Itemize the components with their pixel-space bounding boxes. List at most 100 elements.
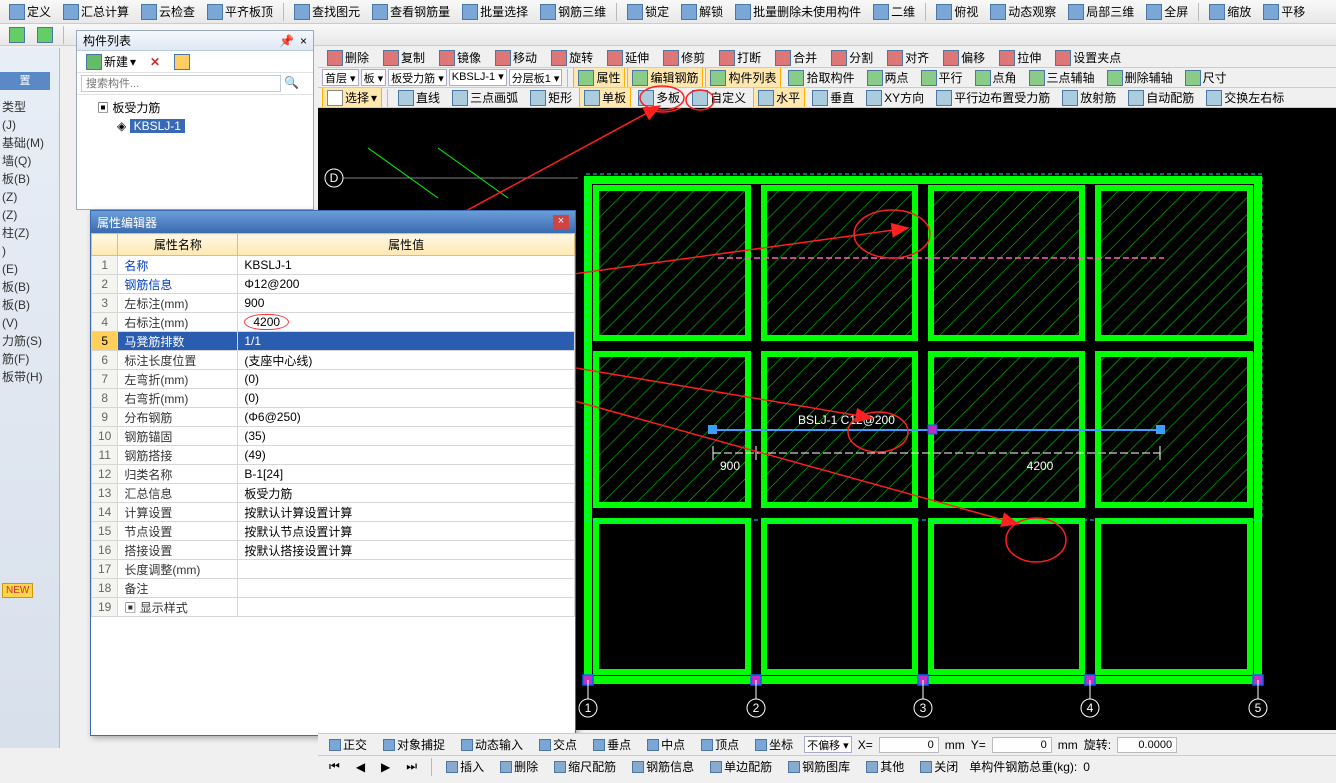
left-item-4[interactable]: 墙(Q) [2,152,57,170]
prop-row-4[interactable]: 4右标注(mm)4200 [92,313,575,332]
prop-row-7[interactable]: 7左弯折(mm)(0) [92,370,575,389]
sb1-5[interactable]: 中点 [642,734,690,755]
tb2-0[interactable]: 删除 [322,48,374,68]
tb4-5[interactable]: 自定义 [687,88,751,108]
tree-child-node[interactable]: ◈ KBSLJ-1 [83,117,307,135]
left-item-10[interactable]: 柱(Z) [2,224,57,242]
left-item-13[interactable]: (E) [2,260,57,278]
tb4-2[interactable]: 矩形 [525,88,577,108]
sel-sub[interactable]: 板受力筋 ▾ [388,69,447,86]
sb2-3[interactable]: 钢筋信息 [627,756,699,777]
rotation-box[interactable]: 0.0000 [1117,737,1177,753]
tree-new-button[interactable]: 新建 ▾ [81,51,141,72]
tb3-2[interactable]: 构件列表 [705,68,781,88]
tb3-7[interactable]: 三点辅轴 [1024,68,1100,88]
prop-row-14[interactable]: 14计算设置按默认计算设置计算 [92,503,575,522]
left-item-15[interactable]: 板(B) [2,278,57,296]
search-icon[interactable]: 🔍 [284,76,299,90]
tb2-2[interactable]: 镜像 [434,48,486,68]
tb1-6[interactable]: 批量选择 [457,1,533,22]
tb2-3[interactable]: 移动 [490,48,542,68]
left-item-1[interactable]: (J) [2,116,57,134]
tb3-1[interactable]: 编辑钢筋 [627,68,703,88]
tb3-3[interactable]: 拾取构件 [783,68,859,88]
coord-x[interactable]: 0 [879,737,939,753]
prop-row-2[interactable]: 2钢筋信息Φ12@200 [92,275,575,294]
nav-1[interactable]: ◀ [351,758,370,776]
tb4-6[interactable]: 水平 [753,88,805,108]
tb2-11[interactable]: 偏移 [938,48,990,68]
sb2-5[interactable]: 钢筋图库 [783,756,855,777]
tree-copy-button[interactable] [169,52,195,72]
property-close-button[interactable]: × [553,215,569,229]
nav-3[interactable]: ⏭ [401,757,422,776]
sel-cat[interactable]: 板 ▾ [361,69,387,86]
tb1-2[interactable]: 云检查 [136,1,200,22]
left-item-6[interactable]: 板(B) [2,170,57,188]
undo-btn[interactable] [4,25,30,45]
prop-row-11[interactable]: 11钢筋搭接(49) [92,446,575,465]
tb4-9[interactable]: 平行边布置受力筋 [931,88,1055,108]
prop-row-19[interactable]: 19▣ 显示样式 [92,598,575,617]
tb3-8[interactable]: 删除辅轴 [1102,68,1178,88]
tb1-3[interactable]: 平齐板顶 [202,1,278,22]
tb2-4[interactable]: 旋转 [546,48,598,68]
prop-row-12[interactable]: 12归类名称B-1[24] [92,465,575,484]
left-item-19[interactable]: 筋(F) [2,350,57,368]
tb1-16[interactable]: 缩放 [1204,1,1256,22]
prop-row-9[interactable]: 9分布钢筋(Φ6@250) [92,408,575,427]
prop-row-6[interactable]: 6标注长度位置(支座中心线) [92,351,575,370]
left-item-9[interactable]: (Z) [2,206,57,224]
sel-layer[interactable]: 分层板1 ▾ [509,69,563,86]
tb3-9[interactable]: 尺寸 [1180,68,1232,88]
sb2-7[interactable]: 关闭 [915,756,963,777]
tb4-7[interactable]: 垂直 [807,88,859,108]
sb1-7[interactable]: 坐标 [750,734,798,755]
tb4-11[interactable]: 自动配筋 [1123,88,1199,108]
tb3-6[interactable]: 点角 [970,68,1022,88]
tree-close-icon[interactable]: × [300,34,307,48]
prop-row-1[interactable]: 1名称KBSLJ-1 [92,256,575,275]
prop-row-18[interactable]: 18备注 [92,579,575,598]
sb1-4[interactable]: 垂点 [588,734,636,755]
tb2-9[interactable]: 分割 [826,48,878,68]
tree-pin-icon[interactable]: 📌 [279,34,294,48]
tb1-0[interactable]: 定义 [4,1,56,22]
left-item-17[interactable]: (V) [2,314,57,332]
tb3-5[interactable]: 平行 [916,68,968,88]
tb1-7[interactable]: 钢筋三维 [535,1,611,22]
left-item-16[interactable]: 板(B) [2,296,57,314]
prop-row-13[interactable]: 13汇总信息板受力筋 [92,484,575,503]
sb1-6[interactable]: 顶点 [696,734,744,755]
prop-row-15[interactable]: 15节点设置按默认节点设置计算 [92,522,575,541]
tb1-14[interactable]: 局部三维 [1063,1,1139,22]
nav-2[interactable]: ▶ [376,758,395,776]
tb1-13[interactable]: 动态观察 [985,1,1061,22]
tb2-1[interactable]: 复制 [378,48,430,68]
tb1-10[interactable]: 批量删除未使用构件 [730,1,866,22]
tb3-4[interactable]: 两点 [862,68,914,88]
sb2-1[interactable]: 删除 [495,756,543,777]
tb2-7[interactable]: 打断 [714,48,766,68]
tb4-0[interactable]: 直线 [393,88,445,108]
sel-member[interactable]: KBSLJ-1 ▾ [449,69,507,86]
tb4-1[interactable]: 三点画弧 [447,88,523,108]
prop-row-8[interactable]: 8右弯折(mm)(0) [92,389,575,408]
redo-btn[interactable] [32,25,58,45]
tb1-12[interactable]: 俯视 [931,1,983,22]
tb1-17[interactable]: 平移 [1258,1,1310,22]
tb2-6[interactable]: 修剪 [658,48,710,68]
left-item-20[interactable]: 板带(H) [2,368,57,386]
tb1-1[interactable]: 汇总计算 [58,1,134,22]
select-button[interactable]: 选择 ▾ [322,88,382,108]
tb1-4[interactable]: 查找图元 [289,1,365,22]
sb1-0[interactable]: 正交 [324,734,372,755]
left-item-18[interactable]: 力筋(S) [2,332,57,350]
left-item-0[interactable]: 类型 [2,98,57,116]
tb2-8[interactable]: 合并 [770,48,822,68]
tb1-15[interactable]: 全屏 [1141,1,1193,22]
tb4-10[interactable]: 放射筋 [1057,88,1121,108]
tb1-5[interactable]: 查看钢筋量 [367,1,455,22]
sb2-2[interactable]: 缩尺配筋 [549,756,621,777]
prop-row-10[interactable]: 10钢筋锚固(35) [92,427,575,446]
